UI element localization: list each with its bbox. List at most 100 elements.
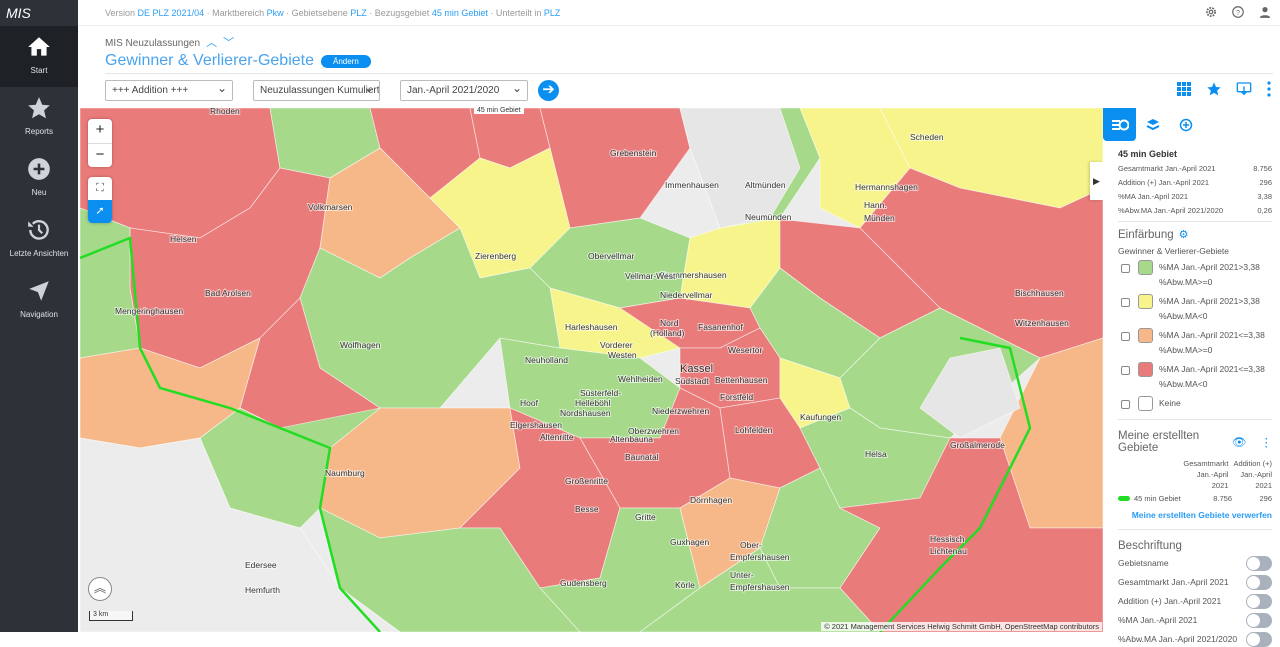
label-toggle-row: %MA Jan.-April 2021 <box>1118 612 1272 628</box>
legend-checkbox[interactable] <box>1121 400 1130 409</box>
market-value[interactable]: Pkw <box>266 8 284 18</box>
map[interactable]: Rhoden Grebenstein Immenhausen Altmünden Her… <box>80 108 1103 632</box>
more-vertical-icon[interactable] <box>1266 81 1272 97</box>
toggle-switch[interactable] <box>1246 593 1272 609</box>
region-36[interactable] <box>639 547 881 632</box>
help-icon[interactable]: ? <box>1231 5 1245 19</box>
sidebar-item-letzte-ansichten[interactable]: Letzte Ansichten <box>0 209 78 270</box>
unselected-area[interactable] <box>919 347 1021 439</box>
region-11[interactable] <box>80 207 141 359</box>
toggle-switch[interactable] <box>1246 574 1272 590</box>
metric-select[interactable]: Neuzulassungen Kumuliert <box>253 80 380 101</box>
zoom-out-button[interactable]: − <box>88 143 112 167</box>
history-icon <box>28 220 49 240</box>
col-header: 2021 <box>1211 481 1229 490</box>
subdivision-value[interactable]: PLZ <box>543 8 561 18</box>
unselected-area[interactable] <box>80 437 401 632</box>
reference-area-value[interactable]: 45 min Gebiet <box>431 8 488 18</box>
legend-checkbox[interactable] <box>1121 366 1130 375</box>
table-row[interactable]: 45 min Gebiet 8.756 296 <box>1118 494 1272 503</box>
place-label: Nordshausen <box>560 408 611 418</box>
place-label: Wesertor <box>728 345 762 355</box>
gear-icon[interactable] <box>1204 5 1218 19</box>
eye-icon[interactable]: 👁 <box>1231 437 1247 449</box>
sidebar-item-start[interactable]: Start <box>0 26 78 87</box>
legend-swatch <box>1138 294 1153 309</box>
place-label: Hessisch <box>930 534 965 544</box>
toggle-switch[interactable] <box>1246 555 1272 571</box>
place-label: Wolfhagen <box>340 340 381 350</box>
stat-value: 3,38 <box>1257 192 1272 201</box>
map-canvas[interactable]: Rhoden Grebenstein Immenhausen Altmünden Her… <box>80 108 1103 632</box>
place-label: Kaufungen <box>800 412 841 422</box>
star-icon <box>28 97 50 119</box>
expand-up-button[interactable]: ︽ <box>88 577 112 601</box>
legend-checkbox[interactable] <box>1121 332 1130 341</box>
legend-item: %MA Jan.-April 2021<=3,38 %Abw.MA<0 <box>1118 362 1272 392</box>
measure-select[interactable]: +++ Addition +++ <box>105 80 233 101</box>
legend-checkbox[interactable] <box>1121 264 1130 273</box>
label: Version <box>105 8 136 18</box>
chevron-down-icon[interactable]: ﹀ <box>223 37 235 49</box>
place-label: Naumburg <box>325 468 365 478</box>
cell: 8.756 <box>1213 494 1232 503</box>
tab-add[interactable] <box>1169 108 1202 141</box>
legend-label: %MA Jan.-April 2021<=3,38 <box>1159 330 1265 340</box>
stat-row: Gesamtmarkt Jan.-April 2021 8.756 <box>1118 164 1272 173</box>
place-label: Niederzwehren <box>652 406 709 416</box>
settings-gear-icon[interactable]: ⚙ <box>1178 229 1189 241</box>
pointer-icon[interactable]: ➚ <box>88 200 112 223</box>
place-label: Volkmarsen <box>308 202 353 212</box>
discard-areas-link[interactable]: Meine erstellten Gebiete verwerfen <box>1131 510 1272 520</box>
legend-label: %MA Jan.-April 2021>3,38 <box>1159 296 1260 306</box>
download-screen-icon[interactable] <box>1236 81 1252 97</box>
place-label: Fasanenhof <box>698 322 744 332</box>
star-icon[interactable] <box>1206 81 1222 97</box>
place-label: Oberzwehren <box>628 426 679 436</box>
toggle-switch[interactable] <box>1246 631 1272 647</box>
collapse-panel-button[interactable]: ▶ <box>1090 162 1103 200</box>
period-select[interactable]: Jan.-April 2021/2020 <box>400 80 528 101</box>
place-label: Zierenberg <box>475 251 516 261</box>
plus-circle-icon <box>28 158 50 180</box>
version-value[interactable]: DE PLZ 2021/04 <box>137 8 205 18</box>
legend-sublabel: %Abw.MA>=0 <box>1159 277 1213 287</box>
scale-bar: 3 km <box>89 611 133 621</box>
edit-button[interactable]: Ändern <box>320 54 371 68</box>
label-toggle-row: %Abw.MA Jan.-April 2021/2020 <box>1118 631 1272 647</box>
area-name: 45 min Gebiet <box>1134 494 1181 503</box>
place-label: Helsen <box>170 234 197 244</box>
sidebar-item-reports[interactable]: Reports <box>0 87 78 148</box>
apply-arrow-button[interactable]: ➔ <box>538 80 559 101</box>
place-label: Münden <box>864 213 895 223</box>
grid-icon[interactable] <box>1176 81 1192 97</box>
toggle-switch[interactable] <box>1246 612 1272 628</box>
legend-item: Keine <box>1118 396 1272 411</box>
col-header: Addition (+) <box>1233 459 1272 468</box>
more-vertical-icon[interactable]: ⋮ <box>1260 437 1273 449</box>
col-header: Jan.-April <box>1196 470 1229 479</box>
chevron-up-icon[interactable]: ︿ <box>206 37 218 49</box>
place-label: Altmünden <box>745 180 786 190</box>
legend-sublabel: %Abw.MA<0 <box>1159 311 1208 321</box>
sidebar-item-neu[interactable]: Neu <box>0 148 78 209</box>
place-label: Unter- <box>730 570 754 580</box>
place-label: Gritte <box>635 512 656 522</box>
label-toggle-row: Addition (+) Jan.-April 2021 <box>1118 593 1272 609</box>
label-toggle-row: Gebietsname <box>1118 555 1272 571</box>
zoom-in-button[interactable]: + <box>95 121 105 138</box>
select-area-icon[interactable]: ⛶ <box>96 182 104 194</box>
area-boundary <box>879 336 1032 632</box>
sidebar-item-navigation[interactable]: Navigation <box>0 270 78 331</box>
level-value[interactable]: PLZ <box>350 8 367 18</box>
tab-layers[interactable] <box>1136 108 1169 141</box>
user-icon[interactable] <box>1258 5 1272 19</box>
unselected-area[interactable] <box>679 108 801 229</box>
legend-checkbox[interactable] <box>1121 298 1130 307</box>
legend-item: %MA Jan.-April 2021>3,38 %Abw.MA<0 <box>1118 294 1272 324</box>
place-label: Empfershausen <box>730 552 790 562</box>
place-label: Immenhausen <box>665 180 719 190</box>
place-label: Forstfeld <box>720 392 753 402</box>
label: · Marktbereich <box>206 8 265 18</box>
tab-info[interactable] <box>1103 108 1136 141</box>
